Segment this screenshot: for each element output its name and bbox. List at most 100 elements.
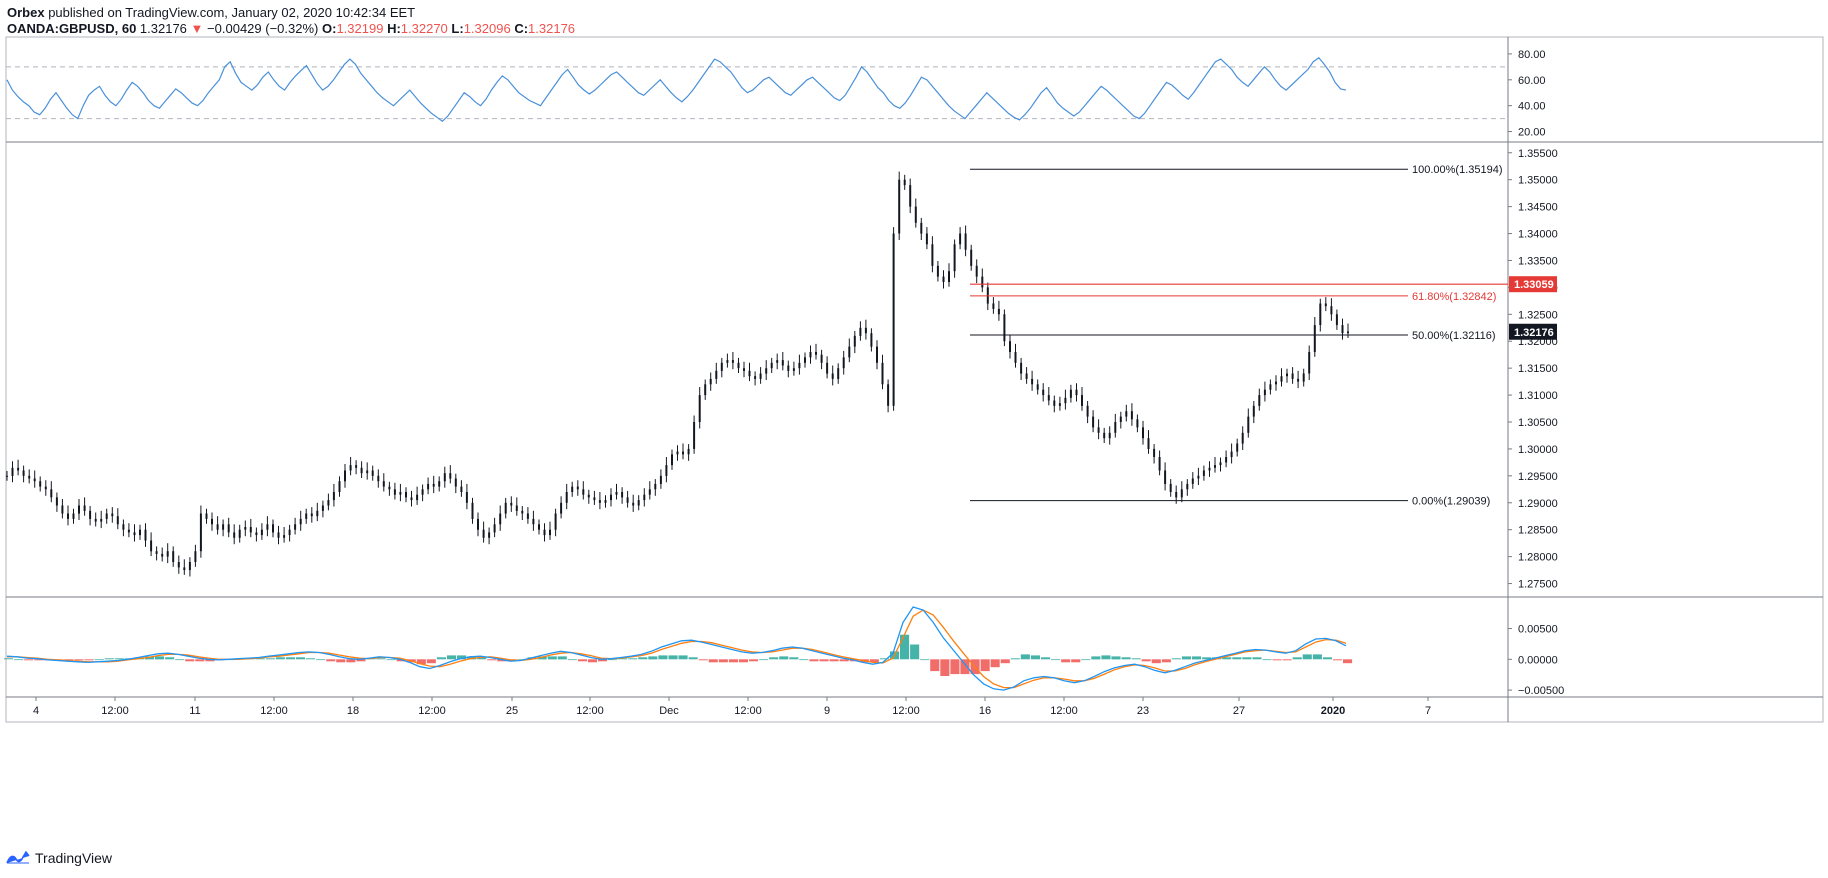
price-bar-body bbox=[277, 532, 280, 538]
macd-histogram-bar bbox=[1141, 659, 1151, 662]
fib-level-label: 100.00%(1.35194) bbox=[1412, 164, 1503, 176]
price-bar-body bbox=[1347, 331, 1349, 334]
macd-histogram-bar bbox=[980, 659, 990, 672]
macd-histogram-bar bbox=[195, 659, 205, 662]
time-axis[interactable]: 4 12:00 11 12:00 18 12:00 25 12:00 Dec 12:00 9 12:0… bbox=[33, 697, 1431, 717]
macd-histogram-bar bbox=[1071, 659, 1081, 663]
price-bar-body bbox=[881, 362, 884, 385]
price-bar-body bbox=[116, 516, 119, 525]
price-bar-body bbox=[1258, 395, 1261, 406]
price-panel[interactable]: 100.00%(1.35194) 61.80%(1.32842) 50.00%(1.… bbox=[6, 148, 1558, 591]
price-bar-body bbox=[526, 513, 529, 519]
price-bar-body bbox=[770, 362, 773, 369]
price-bar-body bbox=[720, 362, 723, 371]
price-bar-body bbox=[665, 465, 668, 476]
publisher-name[interactable]: Orbex bbox=[7, 5, 45, 20]
price-bar-body bbox=[1136, 419, 1139, 428]
macd-line bbox=[6, 606, 1347, 691]
footer-brand[interactable]: TradingView bbox=[6, 850, 112, 866]
macd-histogram-bar bbox=[94, 659, 104, 661]
price-bar-body bbox=[859, 327, 862, 336]
price-bar-body bbox=[166, 551, 169, 557]
macd-histogram-bar bbox=[749, 659, 759, 662]
macd-histogram-bar bbox=[910, 644, 920, 660]
price-bar-body bbox=[776, 360, 779, 363]
macd-histogram bbox=[4, 634, 1353, 676]
price-bar-body bbox=[1064, 397, 1067, 404]
price-bar-body bbox=[89, 510, 92, 519]
1-y-tick-label: 1.30000 bbox=[1518, 444, 1558, 456]
0-y-tick-label: 20.00 bbox=[1518, 127, 1546, 139]
macd-histogram-bar bbox=[1171, 658, 1181, 660]
price-bar-body bbox=[493, 524, 496, 533]
price-bar-body bbox=[477, 518, 479, 530]
rsi-line bbox=[6, 56, 1347, 122]
price-bar-body bbox=[255, 532, 258, 536]
macd-histogram-bar bbox=[1131, 658, 1141, 660]
price-bar-body bbox=[1247, 416, 1250, 433]
price-bar-body bbox=[260, 529, 263, 536]
price-bar-body bbox=[1291, 373, 1294, 379]
price-bar-body bbox=[549, 529, 551, 536]
price-bar-body bbox=[903, 179, 906, 186]
1-y-tick-label: 1.31500 bbox=[1518, 363, 1558, 375]
price-bar-body bbox=[1191, 478, 1194, 484]
price-bar-body bbox=[1147, 438, 1150, 449]
price-bar-body bbox=[344, 470, 346, 482]
1-y-tick-label: 1.35000 bbox=[1518, 175, 1558, 187]
price-bar-body bbox=[820, 354, 823, 363]
last-price-tag-label: 1.32176 bbox=[1514, 327, 1554, 339]
price-bar-body bbox=[72, 513, 75, 519]
macd-histogram-bar bbox=[839, 659, 849, 662]
macd-histogram-bar bbox=[567, 659, 577, 661]
1-y-tick-label: 1.27500 bbox=[1518, 579, 1558, 591]
macd-histogram-bar bbox=[799, 659, 809, 661]
fib-level-label: 61.80%(1.32842) bbox=[1412, 291, 1496, 303]
macd-histogram-bar bbox=[990, 659, 1000, 668]
price-bar-body bbox=[1069, 389, 1072, 398]
macd-histogram-bar bbox=[728, 659, 738, 663]
price-bar-body bbox=[1020, 362, 1023, 374]
macd-panel[interactable]: 0.00500 0.00000 −0.00500 bbox=[4, 606, 1564, 697]
price-bar-body bbox=[1275, 381, 1277, 385]
1-y-tick-label: 1.34000 bbox=[1518, 229, 1558, 241]
macd-histogram-bar bbox=[175, 659, 185, 661]
macd-histogram-bar bbox=[1000, 659, 1010, 664]
price-bar-body bbox=[909, 185, 912, 207]
price-bar-body bbox=[67, 513, 69, 519]
price-bar-body bbox=[1230, 451, 1233, 457]
price-bar-body bbox=[870, 333, 873, 347]
price-bar-body bbox=[183, 567, 186, 571]
macd-histogram-bar bbox=[950, 659, 960, 675]
macd-histogram-bar bbox=[829, 659, 839, 662]
x-tick-label: 4 bbox=[33, 705, 39, 717]
macd-histogram-bar bbox=[879, 658, 889, 660]
x-tick-label: 25 bbox=[506, 705, 518, 717]
price-bar-body bbox=[111, 513, 114, 517]
macd-histogram-bar bbox=[84, 659, 94, 661]
price-bar-body bbox=[449, 473, 452, 479]
price-bar-body bbox=[61, 505, 64, 514]
price-bar-body bbox=[78, 505, 80, 514]
macd-histogram-bar bbox=[1322, 657, 1332, 660]
price-bar-body bbox=[416, 494, 419, 501]
macd-histogram-bar bbox=[688, 657, 698, 660]
low-value: 1.32096 bbox=[463, 21, 511, 36]
price-bar-body bbox=[288, 529, 291, 536]
price-bar-body bbox=[582, 489, 585, 495]
price-bar-body bbox=[1092, 416, 1095, 428]
price-bar-body bbox=[1308, 352, 1311, 374]
price-bar-body bbox=[122, 524, 125, 530]
x-tick-label: Dec bbox=[659, 705, 679, 717]
macd-histogram-bar bbox=[155, 656, 165, 660]
macd-histogram-bar bbox=[1111, 656, 1121, 660]
price-bar-body bbox=[316, 510, 319, 517]
macd-histogram-bar bbox=[497, 659, 507, 662]
1-y-tick-label: 1.35500 bbox=[1518, 148, 1558, 160]
price-bar-body bbox=[942, 276, 945, 282]
price-bar-body bbox=[676, 451, 679, 455]
rsi-panel[interactable]: 80.00 60.00 40.00 20.00 bbox=[6, 49, 1546, 139]
macd-histogram-bar bbox=[104, 658, 114, 660]
macd-histogram-bar bbox=[708, 659, 718, 663]
